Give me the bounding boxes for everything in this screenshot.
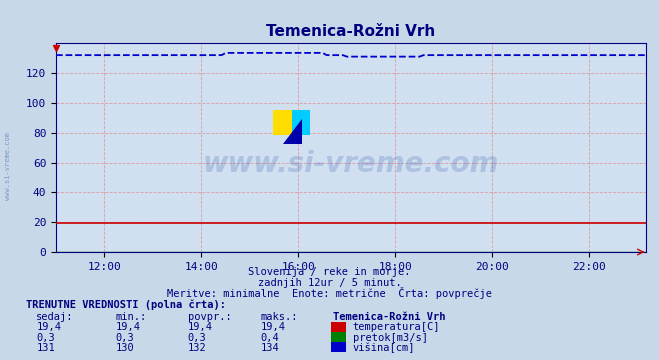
Text: 0,4: 0,4 bbox=[260, 333, 279, 343]
Text: Temenica-Rožni Vrh: Temenica-Rožni Vrh bbox=[333, 312, 445, 322]
Text: 19,4: 19,4 bbox=[260, 323, 285, 333]
Text: Meritve: minimalne  Enote: metrične  Črta: povprečje: Meritve: minimalne Enote: metrične Črta:… bbox=[167, 287, 492, 299]
Text: sedaj:: sedaj: bbox=[36, 312, 74, 322]
Text: višina[cm]: višina[cm] bbox=[353, 342, 415, 353]
Text: 19,4: 19,4 bbox=[36, 323, 61, 333]
Text: 131: 131 bbox=[36, 343, 55, 353]
Text: 132: 132 bbox=[188, 343, 206, 353]
Text: 0,3: 0,3 bbox=[115, 333, 134, 343]
Text: 19,4: 19,4 bbox=[115, 323, 140, 333]
Text: www.si-vreme.com: www.si-vreme.com bbox=[203, 150, 499, 178]
Text: Slovenija / reke in morje.: Slovenija / reke in morje. bbox=[248, 267, 411, 278]
Text: TRENUTNE VREDNOSTI (polna črta):: TRENUTNE VREDNOSTI (polna črta): bbox=[26, 299, 226, 310]
Text: temperatura[C]: temperatura[C] bbox=[353, 323, 440, 333]
Polygon shape bbox=[283, 119, 302, 144]
Text: min.:: min.: bbox=[115, 312, 146, 322]
Text: www.si-vreme.com: www.si-vreme.com bbox=[5, 132, 11, 199]
Text: povpr.:: povpr.: bbox=[188, 312, 231, 322]
Text: pretok[m3/s]: pretok[m3/s] bbox=[353, 333, 428, 343]
Text: 19,4: 19,4 bbox=[188, 323, 213, 333]
Text: zadnjih 12ur / 5 minut.: zadnjih 12ur / 5 minut. bbox=[258, 278, 401, 288]
Text: 0,3: 0,3 bbox=[36, 333, 55, 343]
Text: maks.:: maks.: bbox=[260, 312, 298, 322]
Text: 134: 134 bbox=[260, 343, 279, 353]
Text: 0,3: 0,3 bbox=[188, 333, 206, 343]
Title: Temenica-Rožni Vrh: Temenica-Rožni Vrh bbox=[266, 24, 436, 39]
Text: 130: 130 bbox=[115, 343, 134, 353]
